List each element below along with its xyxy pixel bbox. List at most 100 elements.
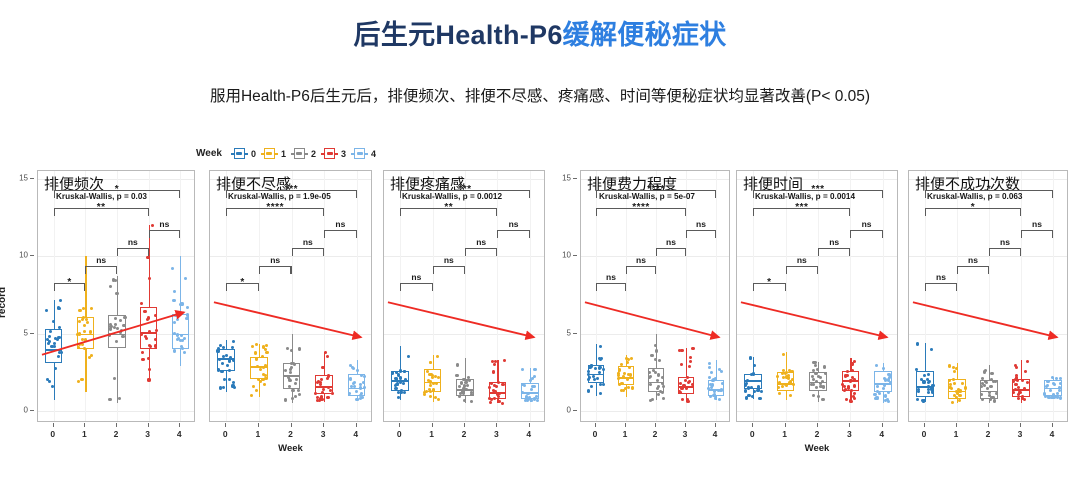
data-point — [495, 384, 499, 388]
chart-panel-4[interactable]: 排便费力程度 Kruskal-Wallis, p = 5e-07 ns ns ns ns *… — [580, 170, 730, 422]
legend-item-week-0[interactable]: 0 — [230, 148, 256, 159]
data-point — [221, 386, 225, 390]
chart-panel-1[interactable]: 排便频次 Kruskal-Wallis, p = 0.03 * ns ns ns ** * — [37, 170, 195, 422]
data-point — [718, 388, 722, 392]
data-point — [882, 367, 886, 371]
x-tick-label: 0 — [396, 429, 402, 439]
bracket-bar — [53, 207, 149, 209]
y-tick-label: 5 — [566, 328, 571, 338]
data-point — [232, 386, 236, 390]
data-point — [1056, 391, 1060, 396]
data-point — [680, 362, 684, 366]
bracket-tick-left — [226, 189, 228, 198]
data-point — [394, 386, 398, 391]
data-point — [493, 389, 497, 394]
significance-label: ns — [936, 272, 946, 283]
significance-label: ns — [302, 236, 313, 247]
bracket-tick-left — [1021, 230, 1023, 239]
data-point — [470, 400, 474, 404]
chart-panel-2[interactable]: 排便不尽感 Kruskal-Wallis, p = 1.9e-05 * ns ns ns *… — [209, 170, 372, 422]
data-point — [1044, 384, 1048, 388]
data-point — [756, 388, 760, 392]
data-point — [363, 375, 367, 379]
legend-item-week-3[interactable]: 3 — [321, 148, 346, 159]
data-point — [716, 389, 720, 393]
gridline-vertical — [291, 171, 293, 421]
legend-item-week-1[interactable]: 1 — [260, 148, 286, 159]
chart-panel-3[interactable]: 排便疼痛感 Kruskal-Wallis, p = 0.0012 ns ns ns ns *… — [383, 170, 545, 422]
data-point — [811, 394, 816, 398]
bracket-bar — [400, 189, 530, 191]
data-point — [81, 306, 85, 311]
legend-item-week-2[interactable]: 2 — [290, 148, 316, 159]
data-point — [686, 380, 690, 385]
data-point — [850, 389, 854, 393]
chart-panel-5[interactable]: 排便时间 Kruskal-Wallis, p = 0.0014 * ns ns ns ***… — [736, 170, 898, 422]
data-point — [402, 382, 406, 386]
data-point — [688, 359, 692, 363]
data-point — [979, 392, 983, 396]
bracket-tick-right — [685, 207, 687, 216]
data-point — [884, 393, 888, 397]
chart-panel-6[interactable]: 排便不成功次数 Kruskal-Wallis, p = 0.063 ns ns ns ns… — [908, 170, 1068, 422]
data-point — [458, 394, 462, 399]
data-point — [220, 361, 225, 365]
data-point — [221, 355, 226, 359]
x-tick-label: 0 — [921, 429, 927, 439]
data-point — [524, 398, 528, 402]
panel-title: 排便不尽感 — [216, 176, 292, 193]
data-point — [790, 369, 794, 373]
box-week-1[interactable] — [423, 369, 442, 393]
data-point — [467, 375, 471, 379]
y-tick-mark — [573, 410, 577, 411]
data-point — [981, 382, 985, 386]
data-point — [748, 356, 752, 360]
data-point — [492, 362, 496, 366]
data-point — [263, 347, 268, 351]
data-point — [875, 396, 879, 400]
data-point — [395, 382, 399, 386]
panel-title: 排便疼痛感 — [390, 176, 466, 193]
panel-title: 排便时间 — [743, 176, 804, 193]
data-point — [500, 401, 504, 405]
box-week-4[interactable] — [347, 373, 366, 396]
x-tick-label: 0 — [592, 429, 598, 439]
x-tick-mark — [655, 423, 656, 427]
data-point — [254, 357, 258, 361]
data-point — [497, 392, 501, 396]
box-median-line — [744, 380, 762, 382]
data-point — [707, 362, 711, 366]
significance-label: * — [114, 183, 120, 195]
data-point — [927, 380, 931, 384]
bracket-bar — [400, 283, 433, 285]
bracket-tick-left — [497, 230, 499, 239]
data-point — [745, 379, 750, 383]
data-point — [492, 383, 496, 387]
significance-label: ns — [606, 272, 616, 283]
data-point — [423, 392, 427, 396]
x-tick-mark — [399, 423, 401, 427]
legend-item-week-4[interactable]: 4 — [351, 148, 376, 159]
data-point — [321, 365, 325, 369]
data-point — [1023, 386, 1027, 391]
data-point — [888, 376, 892, 380]
data-point — [850, 368, 854, 372]
data-point — [982, 383, 987, 387]
x-tick-label: 2 — [288, 429, 293, 439]
x-tick-mark — [323, 423, 325, 427]
data-point — [487, 397, 491, 401]
data-point — [988, 398, 992, 402]
box-median-line — [707, 389, 725, 391]
significance-label: ** — [444, 201, 454, 213]
data-point — [661, 396, 665, 400]
data-point — [470, 393, 474, 397]
bracket-tick-left — [400, 189, 402, 198]
box-median-line — [809, 381, 827, 384]
data-point — [952, 393, 956, 397]
data-point — [1015, 375, 1019, 379]
data-point — [655, 379, 659, 383]
box-whisker — [656, 333, 658, 401]
box-median-line — [391, 380, 409, 382]
gridline-horizontal — [210, 256, 371, 258]
data-point — [1020, 379, 1024, 383]
